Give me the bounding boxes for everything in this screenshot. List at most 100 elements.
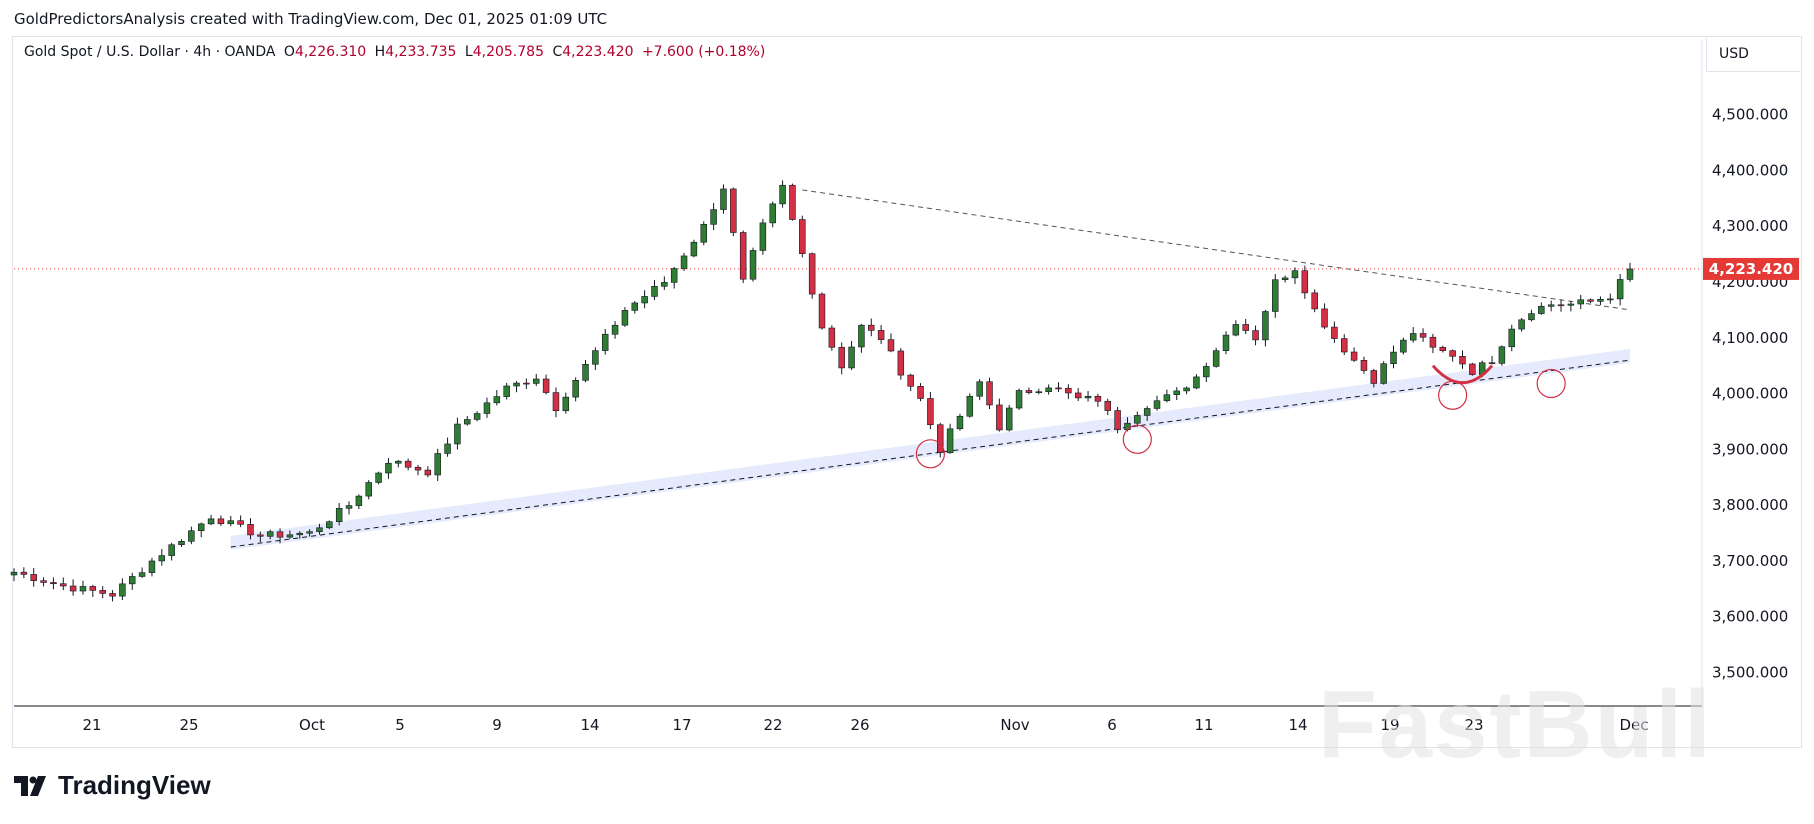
candle-body xyxy=(749,250,757,280)
candle-body xyxy=(858,324,865,348)
candle-body xyxy=(1321,308,1328,328)
candle-body xyxy=(1538,306,1545,314)
legend-close: 4,223.420 xyxy=(562,44,634,60)
candle-body xyxy=(1084,395,1092,399)
candle-body xyxy=(818,293,826,329)
candle-body xyxy=(375,472,382,483)
candle-body xyxy=(680,255,688,269)
candle-body xyxy=(454,423,461,445)
candle-body xyxy=(1469,363,1476,375)
watermark: FastBull xyxy=(1318,671,1713,778)
candle-body xyxy=(956,415,964,430)
candle-body xyxy=(404,460,412,468)
candle-body xyxy=(1173,390,1180,396)
resistance-trendline xyxy=(802,189,1631,311)
legend-high-label: H xyxy=(374,44,386,60)
candle-body xyxy=(1370,370,1378,384)
candle-body xyxy=(335,508,343,522)
candle-body xyxy=(1607,298,1614,301)
candle-body xyxy=(621,310,629,326)
currency-selector[interactable]: USD xyxy=(1706,38,1800,72)
candle-body xyxy=(523,382,530,385)
legend-change: +7.600 (+0.18%) xyxy=(641,44,766,60)
legend-open: 4,226.310 xyxy=(294,44,367,60)
candle-body xyxy=(848,346,855,369)
candle-body xyxy=(1429,336,1437,348)
x-tick-label: 17 xyxy=(672,716,691,734)
candle-body xyxy=(138,572,146,577)
candle-body xyxy=(808,253,816,295)
candle-body xyxy=(887,339,895,352)
y-tick-label: 3,900.000 xyxy=(1712,440,1788,458)
candle-body xyxy=(119,583,126,597)
candle-body xyxy=(99,590,106,594)
candle-body xyxy=(168,544,175,556)
support-channel-band xyxy=(230,348,1630,550)
candle-body xyxy=(109,593,116,597)
candle-body xyxy=(237,520,244,525)
candle-body xyxy=(257,534,264,537)
candle-body xyxy=(1232,324,1240,336)
candle-body xyxy=(552,392,560,412)
candle-body xyxy=(769,203,776,224)
x-tick-label: 6 xyxy=(1107,716,1117,734)
candle-body xyxy=(946,428,954,453)
candle-body xyxy=(1331,326,1338,339)
candle-body xyxy=(1341,338,1348,353)
y-tick-label: 4,400.000 xyxy=(1712,161,1788,179)
candle-body xyxy=(1577,299,1584,305)
candle-body xyxy=(1015,390,1023,409)
candle-body xyxy=(1143,408,1151,416)
candle-body xyxy=(1134,415,1141,424)
tradingview-logo[interactable]: TradingView xyxy=(14,770,211,801)
swing-low-circle xyxy=(1122,424,1152,454)
candle-body xyxy=(266,531,274,537)
candle-body xyxy=(868,324,875,331)
candle-body xyxy=(907,374,914,387)
candle-body xyxy=(493,396,501,404)
candle-body xyxy=(1459,356,1466,365)
candle-body xyxy=(1390,351,1397,364)
candle-body xyxy=(1498,346,1506,364)
candle-body xyxy=(1193,376,1200,389)
candle-body xyxy=(207,518,215,525)
candle-body xyxy=(739,232,747,280)
candle-body xyxy=(1104,400,1111,411)
last-price-box xyxy=(1703,257,1799,280)
candle-body xyxy=(1518,319,1525,330)
candle-body xyxy=(60,583,67,587)
candle-body xyxy=(276,531,284,538)
x-tick-label: 5 xyxy=(395,716,405,734)
candle-body xyxy=(1597,299,1604,302)
candle-body xyxy=(129,576,136,585)
candle-body xyxy=(917,386,924,399)
candle-body xyxy=(1626,268,1634,280)
candle-body xyxy=(996,404,1003,431)
candle-body xyxy=(148,560,156,573)
x-tick-label: 9 xyxy=(492,716,502,734)
candle-body xyxy=(158,555,166,562)
candle-body xyxy=(1262,311,1269,341)
candle-body xyxy=(316,527,323,533)
candle-body xyxy=(582,363,589,381)
x-tick-label: 26 xyxy=(850,716,869,734)
candle-body xyxy=(10,571,18,576)
tradingview-logo-icon xyxy=(14,775,46,796)
legend-low-label: L xyxy=(464,44,473,60)
y-tick-label: 4,100.000 xyxy=(1712,329,1788,347)
candle-body xyxy=(1055,387,1062,390)
x-tick-label: Dec xyxy=(1619,716,1648,734)
swing-low-circle xyxy=(915,439,945,469)
candle-body xyxy=(50,582,57,585)
candle-body xyxy=(296,532,303,536)
x-tick-label: 14 xyxy=(1288,716,1307,734)
candle-body xyxy=(424,469,432,476)
candle-body xyxy=(247,524,254,536)
x-tick-label: 21 xyxy=(82,716,101,734)
candle-body xyxy=(513,382,520,387)
candle-body xyxy=(976,381,983,397)
candle-body xyxy=(217,518,225,525)
y-tick-label: 4,000.000 xyxy=(1712,385,1788,403)
candle-body xyxy=(1035,391,1043,394)
